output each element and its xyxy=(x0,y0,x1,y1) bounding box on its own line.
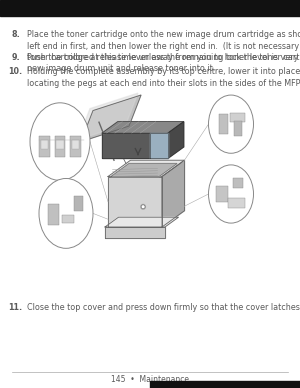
Polygon shape xyxy=(111,163,177,177)
Bar xyxy=(61,215,74,223)
Circle shape xyxy=(39,178,93,248)
Bar xyxy=(230,113,244,122)
Polygon shape xyxy=(150,133,168,158)
Circle shape xyxy=(208,165,253,223)
Polygon shape xyxy=(162,160,184,227)
Polygon shape xyxy=(108,177,162,227)
Polygon shape xyxy=(81,95,141,142)
Polygon shape xyxy=(168,122,184,158)
Bar xyxy=(72,140,79,149)
Bar xyxy=(150,381,300,388)
Text: 11.: 11. xyxy=(8,303,22,312)
Text: 145  •  Maintenance: 145 • Maintenance xyxy=(111,375,189,384)
Text: Holding the complete assembly by its top centre, lower it into place in the MFP,: Holding the complete assembly by its top… xyxy=(27,67,300,88)
Text: Push the colored release lever away from you to lock the toner cartridge onto th: Push the colored release lever away from… xyxy=(27,53,300,73)
Polygon shape xyxy=(105,217,178,227)
Bar xyxy=(0,0,300,16)
Polygon shape xyxy=(102,133,168,158)
Text: 8.: 8. xyxy=(11,30,20,39)
Polygon shape xyxy=(108,160,184,177)
Circle shape xyxy=(30,103,90,180)
Bar xyxy=(40,140,48,149)
Text: Place the toner cartridge onto the new image drum cartridge as shown.  Push the
: Place the toner cartridge onto the new i… xyxy=(27,30,300,62)
Bar xyxy=(228,198,244,208)
Bar xyxy=(74,196,82,211)
Circle shape xyxy=(208,95,253,153)
Bar xyxy=(39,136,50,157)
Ellipse shape xyxy=(141,205,145,209)
Text: Close the top cover and press down firmly so that the cover latches closed.: Close the top cover and press down firml… xyxy=(27,303,300,312)
Polygon shape xyxy=(102,122,184,133)
Bar xyxy=(55,136,65,157)
Bar xyxy=(216,186,228,202)
Polygon shape xyxy=(105,227,165,238)
Text: 9.: 9. xyxy=(11,53,20,62)
Bar xyxy=(56,140,64,149)
Bar xyxy=(48,204,58,225)
Text: 10.: 10. xyxy=(8,67,22,76)
Ellipse shape xyxy=(141,204,145,209)
Bar xyxy=(219,114,228,134)
Bar xyxy=(234,121,242,136)
Bar xyxy=(232,178,243,188)
Bar xyxy=(70,136,81,157)
Polygon shape xyxy=(78,93,138,140)
